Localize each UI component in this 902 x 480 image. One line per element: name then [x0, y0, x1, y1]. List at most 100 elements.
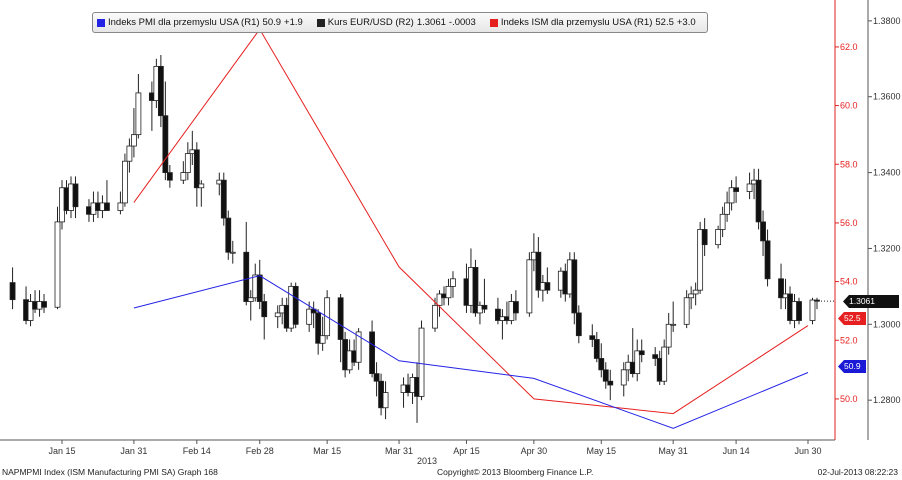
footer-right: 02-Jul-2013 08:22:23 [817, 467, 898, 477]
candle-body [243, 251, 250, 302]
candle-body [724, 202, 731, 215]
candles-group [9, 55, 820, 423]
candle-body [261, 301, 268, 318]
r1-tick-label: 62.0 [840, 42, 858, 52]
candle-body [337, 297, 344, 340]
x-tick-label: Apr 30 [521, 446, 548, 456]
candle-body [670, 323, 677, 326]
candle-body [638, 350, 645, 356]
candle-body [27, 301, 34, 321]
last-value-pmi: 50.9 [844, 361, 861, 371]
r1-tick-label: 52.0 [840, 335, 858, 345]
legend-label-ism: Indeks ISM dla przemyslu USA (R1) [500, 17, 653, 28]
candle-body [719, 213, 726, 230]
candle-body [683, 297, 690, 325]
x-tick-label: Mar 15 [313, 446, 341, 456]
candle-body [535, 251, 542, 291]
r2-tick-label: 1.2800 [873, 395, 901, 405]
x-tick-label: Jan 15 [48, 446, 75, 456]
r1-tick-label: 60.0 [840, 101, 858, 111]
candle-body [135, 92, 142, 136]
r2-tick-label: 1.3400 [873, 168, 901, 178]
x-tick-label: Jan 31 [120, 446, 147, 456]
legend-swatch-ism [489, 18, 498, 27]
candle-body [760, 221, 766, 242]
candle-body [697, 229, 704, 291]
candle-body [526, 259, 533, 314]
last-value-ism: 52.5 [844, 313, 861, 323]
legend-label-eurusd: Kurs EUR/USD (R2) [327, 17, 414, 28]
last-price-value-eurusd: 1.3061 [849, 296, 875, 306]
ism-line [133, 28, 809, 415]
candle-body [661, 346, 668, 382]
candle-body [319, 335, 326, 344]
x-tick-label: Mar 31 [385, 446, 413, 456]
r1-tick-label: 50.0 [840, 394, 858, 404]
candle-body [72, 183, 79, 208]
candle-body [445, 285, 452, 299]
x-tick-label: Apr 15 [453, 446, 480, 456]
legend-label-pmi: Indeks PMI dla przemyslu USA (R1) [108, 17, 260, 28]
candle-body [746, 183, 753, 192]
candle-body [755, 179, 762, 223]
x-tick-label: Jun 14 [723, 446, 750, 456]
candle-body [607, 380, 614, 386]
candle-body [126, 145, 133, 162]
legend-swatch-eurusd [316, 18, 325, 27]
r2-tick-label: 1.3800 [873, 16, 901, 26]
candle-body [544, 282, 551, 291]
candle-body [778, 278, 784, 299]
candle-body [54, 221, 61, 308]
candle-body [450, 278, 456, 287]
candle-body [495, 308, 501, 321]
r2-tick-label: 1.3000 [873, 319, 901, 329]
candle-body [220, 179, 227, 219]
legend-item-ism: Indeks ISM dla przemyslu USA (R1) 52.5 +… [489, 17, 696, 28]
candle-body [589, 335, 596, 340]
candle-body [701, 229, 708, 246]
r2-tick-label: 1.3200 [873, 243, 901, 253]
candle-body [193, 149, 200, 189]
legend-change-eurusd: -.0003 [448, 17, 476, 28]
candle-body [166, 172, 173, 181]
legend-value-eurusd: 1.3061 [416, 17, 446, 28]
legend-item-pmi: Indeks PMI dla przemyslu USA (R1) 50.9 +… [97, 17, 303, 28]
candle-body [315, 312, 322, 344]
candle-body [382, 392, 389, 409]
legend-swatch-pmi [97, 18, 105, 27]
candle-body [292, 285, 299, 325]
r2-tick-label: 1.3600 [873, 92, 901, 102]
candle-body [373, 373, 380, 382]
candle-body [764, 240, 771, 280]
legend: Indeks PMI dla przemyslu USA (R1) 50.9 +… [92, 12, 708, 33]
candle-body [688, 293, 695, 299]
candle-body [602, 369, 609, 382]
r1-tick-label: 56.0 [840, 218, 858, 228]
candle-body [796, 301, 802, 321]
x-tick-label: Feb 14 [183, 446, 211, 456]
candle-body [418, 327, 425, 397]
candle-body [481, 304, 488, 310]
candle-body [620, 369, 627, 386]
candle-body [122, 160, 128, 204]
candle-body [117, 202, 124, 211]
legend-change-pmi: +1.9 [284, 17, 303, 28]
candle-body [598, 358, 605, 371]
x-tick-label: May 31 [658, 446, 688, 456]
last-price-tag-eurusd: 1.3061 [843, 295, 899, 308]
x-tick-label: Jun 30 [794, 446, 821, 456]
x-year-label: 2013 [417, 456, 437, 466]
candle-body [225, 217, 232, 253]
candle-body [180, 172, 187, 181]
candle-body [432, 304, 438, 329]
candle-body [692, 289, 699, 295]
last-value-tag-ism: 52.5 [838, 312, 866, 325]
x-tick-label: Feb 28 [246, 446, 274, 456]
candle-body [198, 183, 205, 189]
r1-tick-label: 54.0 [840, 277, 858, 287]
candle-body [184, 153, 191, 173]
candle-body [814, 299, 820, 302]
candle-body [665, 323, 672, 348]
candle-body [306, 308, 313, 325]
candle-body [9, 282, 16, 301]
